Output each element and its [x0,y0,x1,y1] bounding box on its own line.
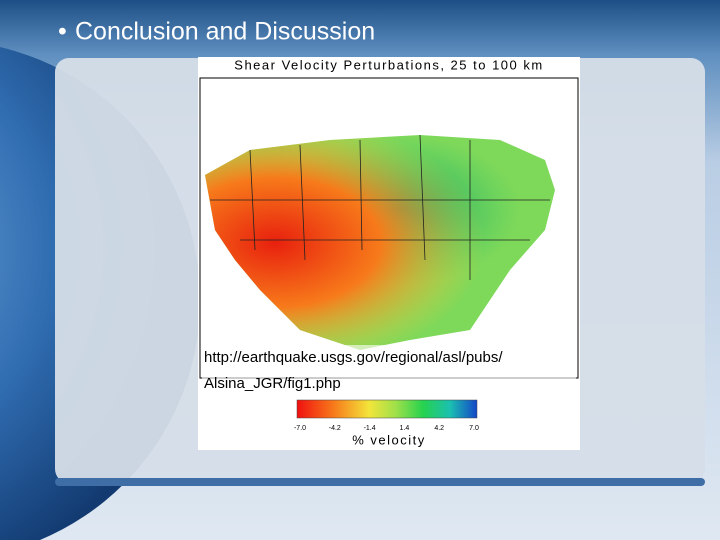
caption-bg [202,345,576,397]
colorbar-label: % velocity [352,432,426,447]
colorbar-tick: 7.0 [469,425,479,432]
bullet: • [58,18,67,46]
colorbar [296,399,478,419]
figure-title: Shear Velocity Perturbations, 25 to 100 … [234,57,543,72]
colorbar-tick: -4.2 [329,425,341,432]
map-hot-region [205,135,555,350]
slide-title: Conclusion and Discussion [75,18,375,46]
source-line-1: http://earthquake.usgs.gov/regional/asl/… [204,349,503,366]
panel-edge [55,478,705,486]
colorbar-tick: 1.4 [400,425,410,432]
colorbar-tick: 4.2 [434,425,444,432]
colorbar-tick: -7.0 [294,425,306,432]
source-line-2: Alsina_JGR/fig1.php [204,375,341,392]
map-borders [210,134,550,280]
colorbar-tick: -1.4 [364,425,376,432]
